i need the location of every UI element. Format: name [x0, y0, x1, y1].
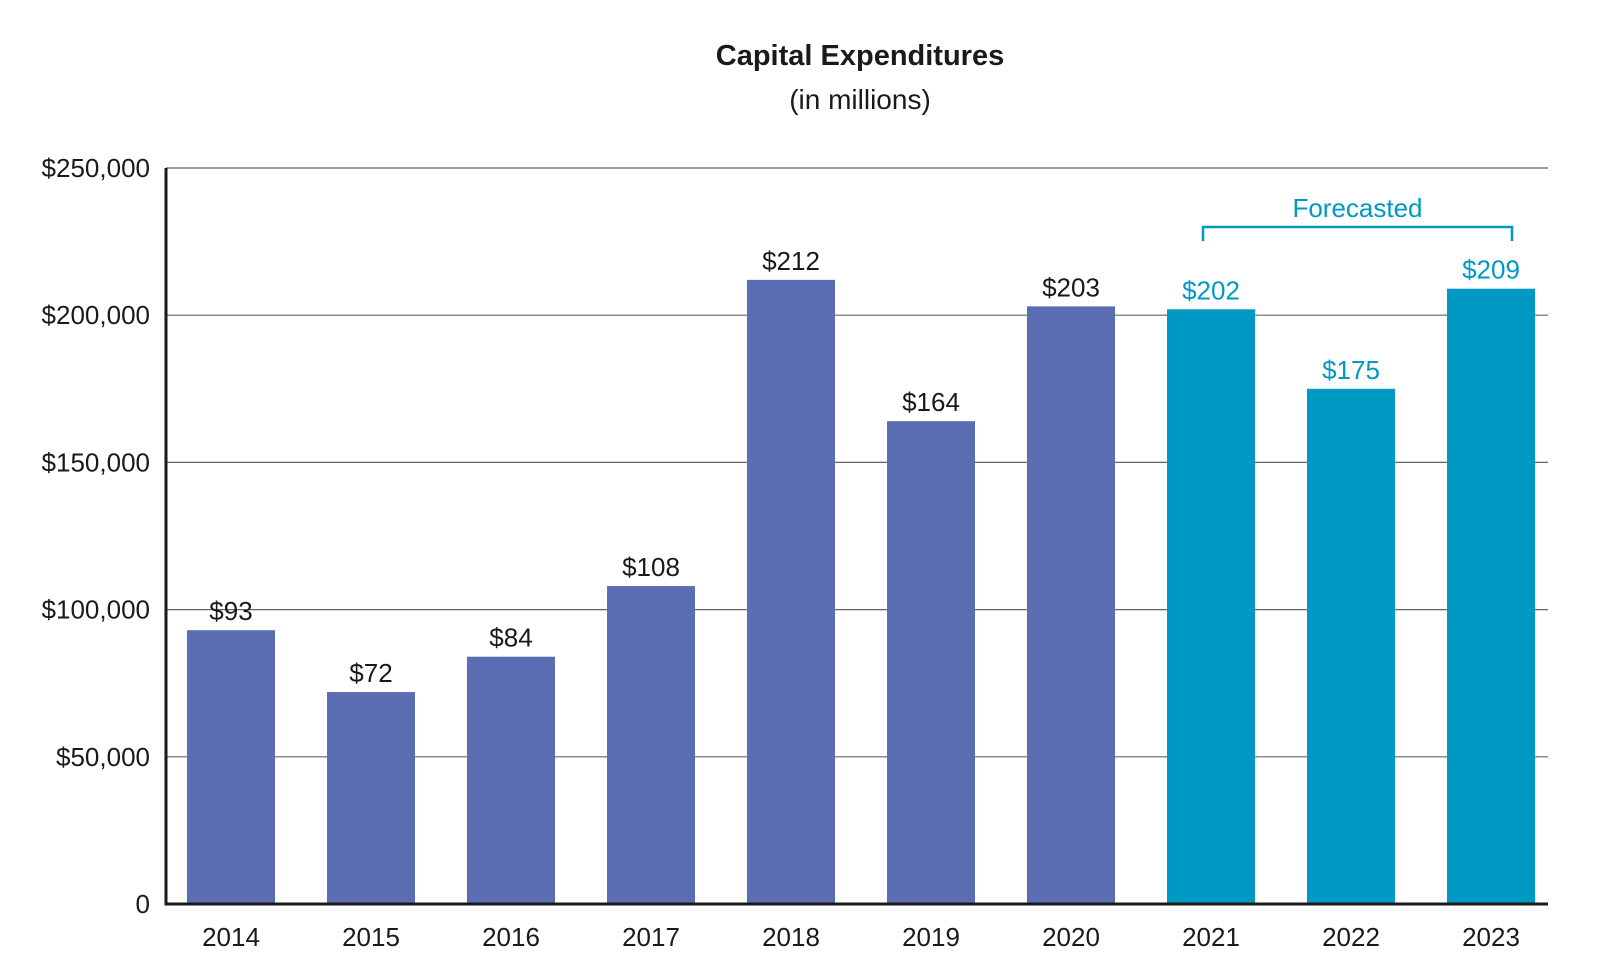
- x-tick-label: 2019: [902, 922, 960, 952]
- x-tick-label: 2018: [762, 922, 820, 952]
- y-tick-label: $50,000: [56, 742, 150, 772]
- data-label: $84: [489, 623, 532, 653]
- data-label: $93: [209, 596, 252, 626]
- bar: [327, 692, 415, 904]
- x-tick-label: 2021: [1182, 922, 1240, 952]
- data-label: $209: [1462, 255, 1520, 285]
- data-label: $164: [902, 387, 960, 417]
- bar: [747, 279, 835, 904]
- x-tick-label: 2020: [1042, 922, 1100, 952]
- x-tick-label: 2023: [1462, 922, 1520, 952]
- y-tick-label: 0: [136, 889, 150, 919]
- data-label: $72: [349, 658, 392, 688]
- bar: [187, 630, 275, 904]
- bar: [1447, 288, 1535, 905]
- data-label: $175: [1322, 355, 1380, 385]
- data-label: $202: [1182, 275, 1240, 305]
- data-label: $203: [1042, 272, 1100, 302]
- bar: [1027, 306, 1115, 904]
- x-tick-label: 2015: [342, 922, 400, 952]
- y-tick-label: $100,000: [42, 595, 150, 625]
- forecast-bracket: [1201, 225, 1514, 241]
- x-tick-label: 2016: [482, 922, 540, 952]
- bar: [607, 586, 695, 904]
- x-tick-label: 2022: [1322, 922, 1380, 952]
- bar: [1167, 309, 1255, 904]
- bar: [1307, 388, 1395, 904]
- chart-title: Capital Expenditures: [715, 40, 1005, 72]
- bar: [467, 656, 555, 904]
- bar: [887, 421, 975, 904]
- y-tick-label: $200,000: [42, 300, 150, 330]
- y-tick-label: $150,000: [42, 447, 150, 477]
- x-tick-label: 2017: [622, 922, 680, 952]
- y-tick-label: $250,000: [42, 153, 150, 183]
- x-tick-label: 2014: [202, 922, 260, 952]
- data-label: $108: [622, 552, 680, 582]
- chart-subtitle: (in millions): [789, 84, 931, 115]
- forecast-annotation: Forecasted: [1292, 193, 1422, 223]
- data-label: $212: [762, 246, 820, 276]
